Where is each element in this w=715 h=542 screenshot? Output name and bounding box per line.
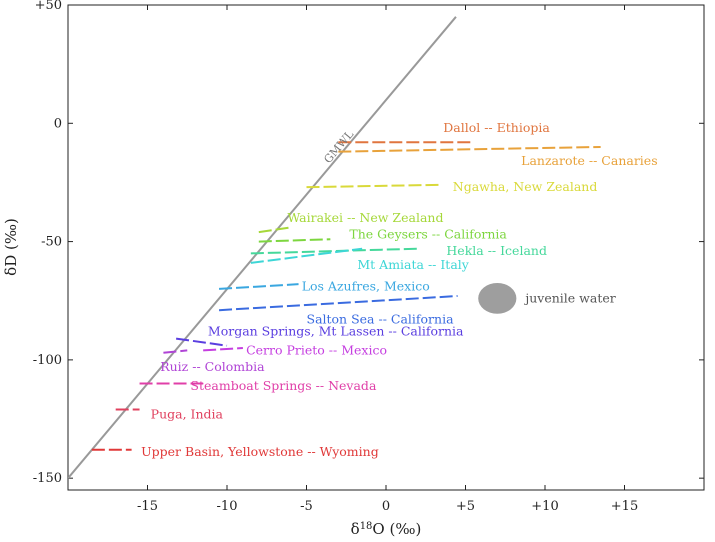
y-tick-label: -50 [41, 235, 62, 250]
series-label: Ruiz -- Colombia [160, 359, 265, 374]
x-axis-title-sup: 18 [360, 521, 373, 532]
series-label: Ngawha, New Zealand [453, 179, 598, 194]
series-label: Dallol -- Ethiopia [443, 120, 550, 135]
series-line [258, 238, 331, 243]
series-line [250, 247, 363, 264]
series-line [175, 337, 228, 347]
series-line [203, 347, 243, 352]
series-line [258, 226, 291, 234]
x-tick-label: -15 [137, 499, 158, 514]
series-label: Los Azufres, Mexico [302, 279, 430, 294]
y-tick-label: -100 [33, 353, 62, 368]
series-label: Steamboat Springs -- Nevada [190, 378, 377, 393]
y-tick-label: -150 [33, 471, 62, 486]
y-tick-label: 0 [54, 116, 62, 131]
gmwl-line [68, 16, 457, 479]
x-tick-label: +10 [531, 499, 558, 514]
series-line [338, 145, 601, 153]
series-label: Morgan Springs, Mt Lassen -- California [208, 323, 464, 338]
series-label: Hekla -- Iceland [446, 243, 547, 258]
y-tick-label: +50 [35, 0, 62, 13]
x-axis-title-suffix: O (‰) [372, 520, 421, 538]
series-line [218, 283, 299, 290]
x-tick-label: 0 [382, 499, 390, 514]
series-label: Cerro Prieto -- Mexico [246, 342, 387, 357]
juvenile-water-marker [478, 282, 517, 314]
x-tick-label: +5 [456, 499, 475, 514]
x-tick-label: -5 [300, 499, 313, 514]
x-tick-label: +15 [611, 499, 638, 514]
series-line [250, 247, 418, 255]
y-axis-title: δD (‰) [2, 218, 20, 276]
series-line [218, 295, 458, 312]
series-line [163, 349, 188, 354]
series-label: Upper Basin, Yellowstone -- Wyoming [141, 444, 379, 459]
series-label: The Geysers -- California [349, 226, 507, 241]
juvenile-water-label: juvenile water [523, 290, 615, 305]
series-line [306, 183, 442, 189]
plot-frame [67, 4, 705, 491]
series-label: Mt Amiata -- Italy [357, 257, 469, 272]
series-label: Puga, India [151, 406, 224, 421]
x-axis-title-prefix: δ [351, 520, 360, 538]
x-tick-label: -10 [217, 499, 238, 514]
series-label: Wairakei -- New Zealand [287, 210, 443, 225]
series-label: Lanzarote -- Canaries [521, 153, 657, 168]
x-axis-title: δ18O (‰) [351, 520, 422, 538]
series-label: Salton Sea -- California [307, 312, 455, 327]
